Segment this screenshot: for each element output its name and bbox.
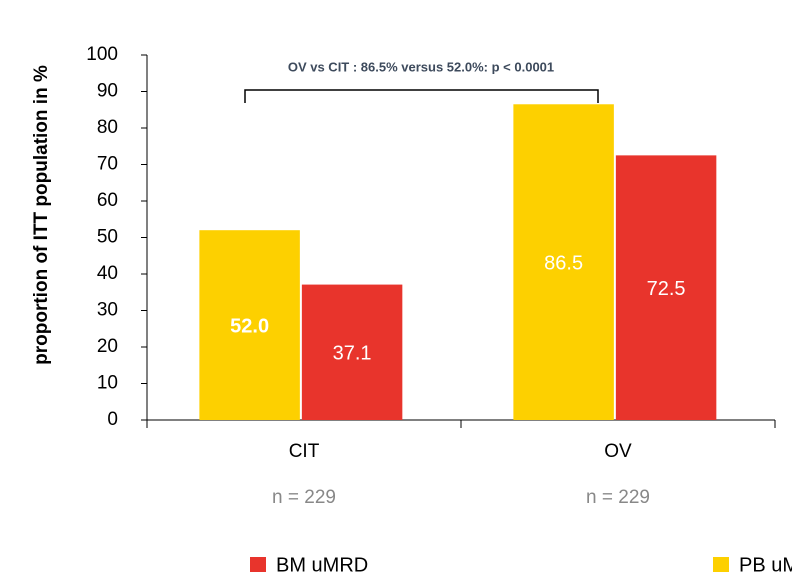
y-tick-label: 10 xyxy=(97,373,118,394)
x-tick-label: CIT xyxy=(289,441,320,462)
data-label: 86.5 xyxy=(544,252,583,274)
y-tick-label: 50 xyxy=(97,227,118,248)
y-tick-label: 90 xyxy=(97,81,118,102)
y-axis-label: proportion of ITT population in % xyxy=(31,65,52,365)
data-label: 37.1 xyxy=(333,343,372,365)
category-note: n = 229 xyxy=(272,487,336,508)
bar xyxy=(301,284,403,420)
data-label: 52.0 xyxy=(230,315,269,337)
category-note: n = 229 xyxy=(586,487,650,508)
y-tick-label: 60 xyxy=(97,190,118,211)
legend-label: PB uMRD xyxy=(739,554,792,576)
bracket xyxy=(244,89,599,103)
bar xyxy=(513,104,614,421)
y-tick-label: 70 xyxy=(97,154,118,175)
legend-swatch xyxy=(250,557,266,572)
annotation: OV vs CIT : 86.5% versus 52.0%: p < 0.00… xyxy=(288,59,554,74)
y-tick-label: 20 xyxy=(97,336,118,357)
legend-swatch xyxy=(713,557,729,572)
y-tick-label: 40 xyxy=(97,263,118,284)
y-tick-label: 0 xyxy=(107,409,118,430)
y-tick-label: 100 xyxy=(86,44,118,65)
data-label: 72.5 xyxy=(647,278,686,300)
bar xyxy=(615,155,717,420)
y-tick-label: 80 xyxy=(97,117,118,138)
legend-label: BM uMRD xyxy=(276,554,368,576)
x-tick-label: OV xyxy=(604,441,632,462)
bar xyxy=(199,230,300,420)
y-tick-label: 30 xyxy=(97,300,118,321)
